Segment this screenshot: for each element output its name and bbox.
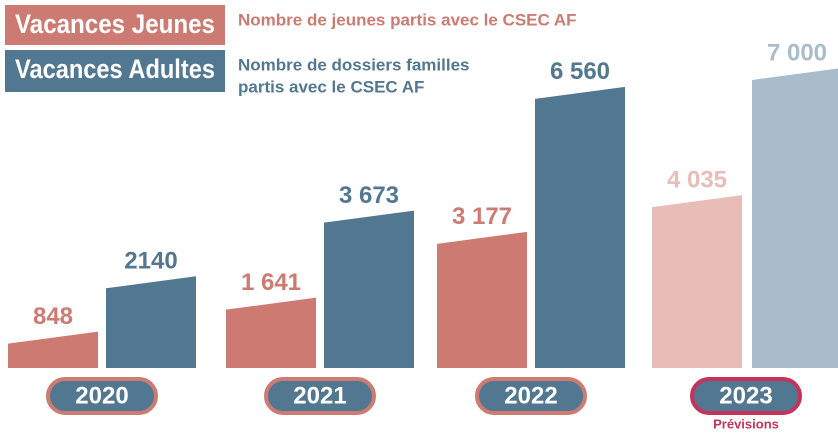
bar bbox=[752, 68, 838, 368]
bar bbox=[535, 86, 625, 368]
year-pill bbox=[46, 377, 158, 415]
value-label: 2140 bbox=[124, 248, 177, 275]
year-label: 2023 bbox=[719, 382, 772, 409]
legend-description: partis avec le CSEC AF bbox=[238, 77, 424, 96]
year-pill bbox=[264, 377, 376, 415]
bar bbox=[324, 210, 414, 368]
value-label: 1 641 bbox=[241, 269, 301, 296]
value-label: 848 bbox=[33, 303, 73, 330]
bar bbox=[8, 331, 98, 368]
legend-description: Nombre de jeunes partis avec le CSEC AF bbox=[238, 10, 577, 29]
value-label: 3 673 bbox=[339, 182, 399, 209]
year-label: 2021 bbox=[293, 382, 346, 409]
year-label: 2020 bbox=[75, 382, 128, 409]
year-pill bbox=[690, 377, 802, 415]
value-label: 6 560 bbox=[550, 58, 610, 85]
bar bbox=[226, 297, 316, 368]
legend-label: Vacances Adultes bbox=[15, 54, 215, 84]
legend-description: Nombre de dossiers familles bbox=[238, 55, 469, 74]
legend-label: Vacances Jeunes bbox=[15, 9, 215, 39]
year-label: 2022 bbox=[504, 382, 557, 409]
value-label: 3 177 bbox=[452, 203, 512, 230]
legend-swatch bbox=[5, 50, 225, 92]
annotation: Prévisions bbox=[713, 416, 779, 431]
bar bbox=[437, 231, 527, 368]
value-label: 7 000 bbox=[767, 39, 827, 66]
bar bbox=[106, 276, 196, 368]
legend-swatch bbox=[5, 5, 225, 45]
value-label: 4 035 bbox=[667, 166, 727, 193]
bar bbox=[652, 195, 742, 368]
year-pill bbox=[475, 377, 587, 415]
